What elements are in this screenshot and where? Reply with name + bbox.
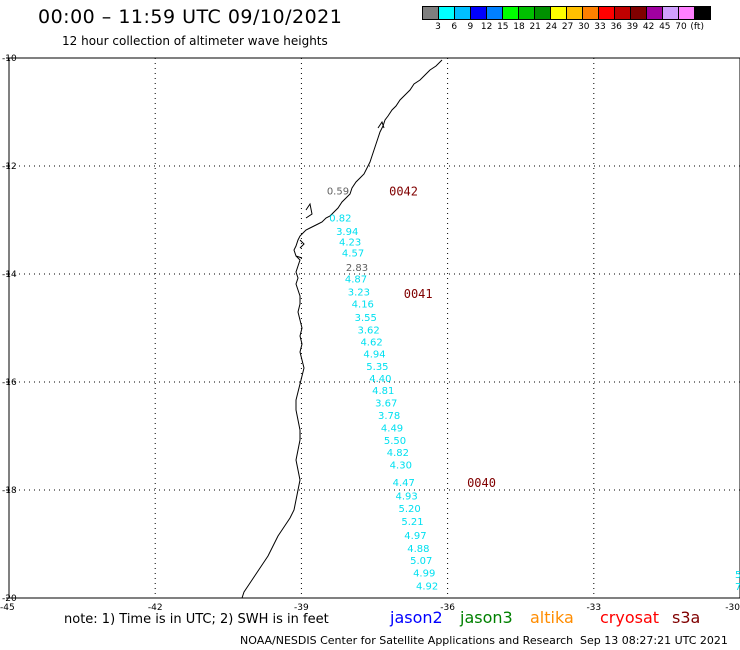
wave-height-label: 5.20 xyxy=(398,504,420,515)
wave-height-label: 3.94 xyxy=(336,227,358,238)
satellite-name: altika xyxy=(530,608,574,627)
legend-label: 70 xyxy=(675,22,687,32)
page-title: 00:00 – 11:59 UTC 09/10/2021 xyxy=(38,6,343,28)
legend-label: 27 xyxy=(561,22,574,32)
pass-number-label: 0040 xyxy=(467,476,496,490)
edge-obs-2: 7 xyxy=(735,582,740,593)
color-scale-legend xyxy=(422,6,711,20)
brazil-coastline xyxy=(241,59,443,599)
satellite-name: s3a xyxy=(672,608,701,627)
pass-layer: 0042 0041 0040 xyxy=(389,184,496,490)
pass-number-label: 0042 xyxy=(389,184,418,198)
legend-label: 18 xyxy=(513,22,525,32)
wave-height-label: 4.57 xyxy=(342,248,364,259)
legend-label: 36 xyxy=(610,22,622,32)
pass-number-label: 0041 xyxy=(404,287,433,301)
edge-obs-1: 5 xyxy=(735,570,740,581)
legend-label: (ft) xyxy=(690,22,704,32)
wave-height-label: 5.21 xyxy=(401,517,423,528)
legend-label: 33 xyxy=(594,22,606,32)
wave-height-label: 4.82 xyxy=(387,448,409,459)
legend-label: 21 xyxy=(529,22,541,32)
legend-label: 15 xyxy=(497,22,509,32)
wave-height-label: 4.40 xyxy=(369,374,391,385)
wave-height-label: 3.62 xyxy=(358,326,380,337)
y-tick-label: -10 xyxy=(2,54,17,64)
y-tick-label: -16 xyxy=(2,378,17,388)
map-frame xyxy=(8,57,740,599)
legend-label: 9 xyxy=(467,22,474,32)
x-tick-label: -39 xyxy=(294,603,309,613)
wave-height-label: 4.62 xyxy=(360,338,382,349)
coastline-detail xyxy=(295,120,385,259)
observation-layer: 0.59 0.82 3.944.234.57 2.834.87 3.23 4.16 3.55… xyxy=(327,186,438,592)
x-tick-label: -36 xyxy=(440,603,455,613)
legend-label: 39 xyxy=(626,22,639,32)
wave-height-label: 2.83 xyxy=(346,263,368,274)
legend-label: 3 xyxy=(435,22,441,32)
wave-height-label: 4.87 xyxy=(345,274,367,285)
credit-text: NOAA/NESDIS Center for Satellite Applica… xyxy=(240,634,574,647)
map-grid xyxy=(9,58,740,598)
wave-height-label: 4.47 xyxy=(393,478,415,489)
wave-height-label: 4.81 xyxy=(372,386,394,397)
wave-height-label: 4.92 xyxy=(416,582,438,593)
wave-height-label: 5.07 xyxy=(410,556,432,567)
y-tick-label: -18 xyxy=(2,486,17,496)
wave-height-label: 5.35 xyxy=(366,362,388,373)
wave-height-label: 4.49 xyxy=(381,423,403,434)
wave-height-label: 3.23 xyxy=(348,287,370,298)
wave-height-label: 0.82 xyxy=(329,213,351,224)
legend-label: 24 xyxy=(545,22,558,32)
x-tick-label: -45 xyxy=(0,603,15,613)
x-tick-label: -42 xyxy=(148,603,163,613)
wave-height-label: 3.78 xyxy=(378,411,400,422)
wave-height-label: 0.59 xyxy=(327,186,349,197)
page-subtitle: 12 hour collection of altimeter wave hei… xyxy=(62,34,328,48)
legend-swatch xyxy=(694,6,711,20)
wave-height-label: 4.88 xyxy=(407,544,429,555)
wave-height-label: 3.67 xyxy=(375,399,397,410)
wave-height-label: 4.16 xyxy=(352,300,374,311)
wave-height-label: 4.99 xyxy=(413,569,435,580)
timestamp-text: Sep 13 08:27:21 UTC 2021 xyxy=(580,634,728,647)
wave-height-label: 4.94 xyxy=(363,349,385,360)
legend-label: 30 xyxy=(578,22,590,32)
wave-height-label: 4.97 xyxy=(404,531,426,542)
satellite-name: jason2 xyxy=(390,608,443,627)
color-scale-labels: 3 6 9 12 15 18 21 24 27 30 33 36 39 42 45 70 (ft) xyxy=(422,22,740,36)
y-tick-label: -12 xyxy=(2,162,17,172)
y-tick-label: -20 xyxy=(2,594,17,604)
wave-height-label: 5.50 xyxy=(384,436,406,447)
axis-ticks: -10 -12 -14 -16 -18 -20-45 -42 -39 -36 -33 -30 xyxy=(0,54,740,613)
legend-label: 45 xyxy=(659,22,671,32)
satellite-name: cryosat xyxy=(600,608,660,627)
x-tick-label: -33 xyxy=(586,603,601,613)
legend-label: 42 xyxy=(642,22,655,32)
wave-height-label: 4.23 xyxy=(339,238,361,249)
x-tick-label: -30 xyxy=(725,603,740,613)
wave-height-label: 4.30 xyxy=(390,461,412,472)
legend-label: 6 xyxy=(451,22,458,32)
y-tick-label: -14 xyxy=(2,270,17,280)
footer-note: note: 1) Time is in UTC; 2) SWH is in fe… xyxy=(64,612,329,627)
satellite-name: jason3 xyxy=(460,608,513,627)
legend-label: 12 xyxy=(480,22,493,32)
wave-height-label: 4.93 xyxy=(396,491,418,502)
wave-height-label: 3.55 xyxy=(355,313,377,324)
